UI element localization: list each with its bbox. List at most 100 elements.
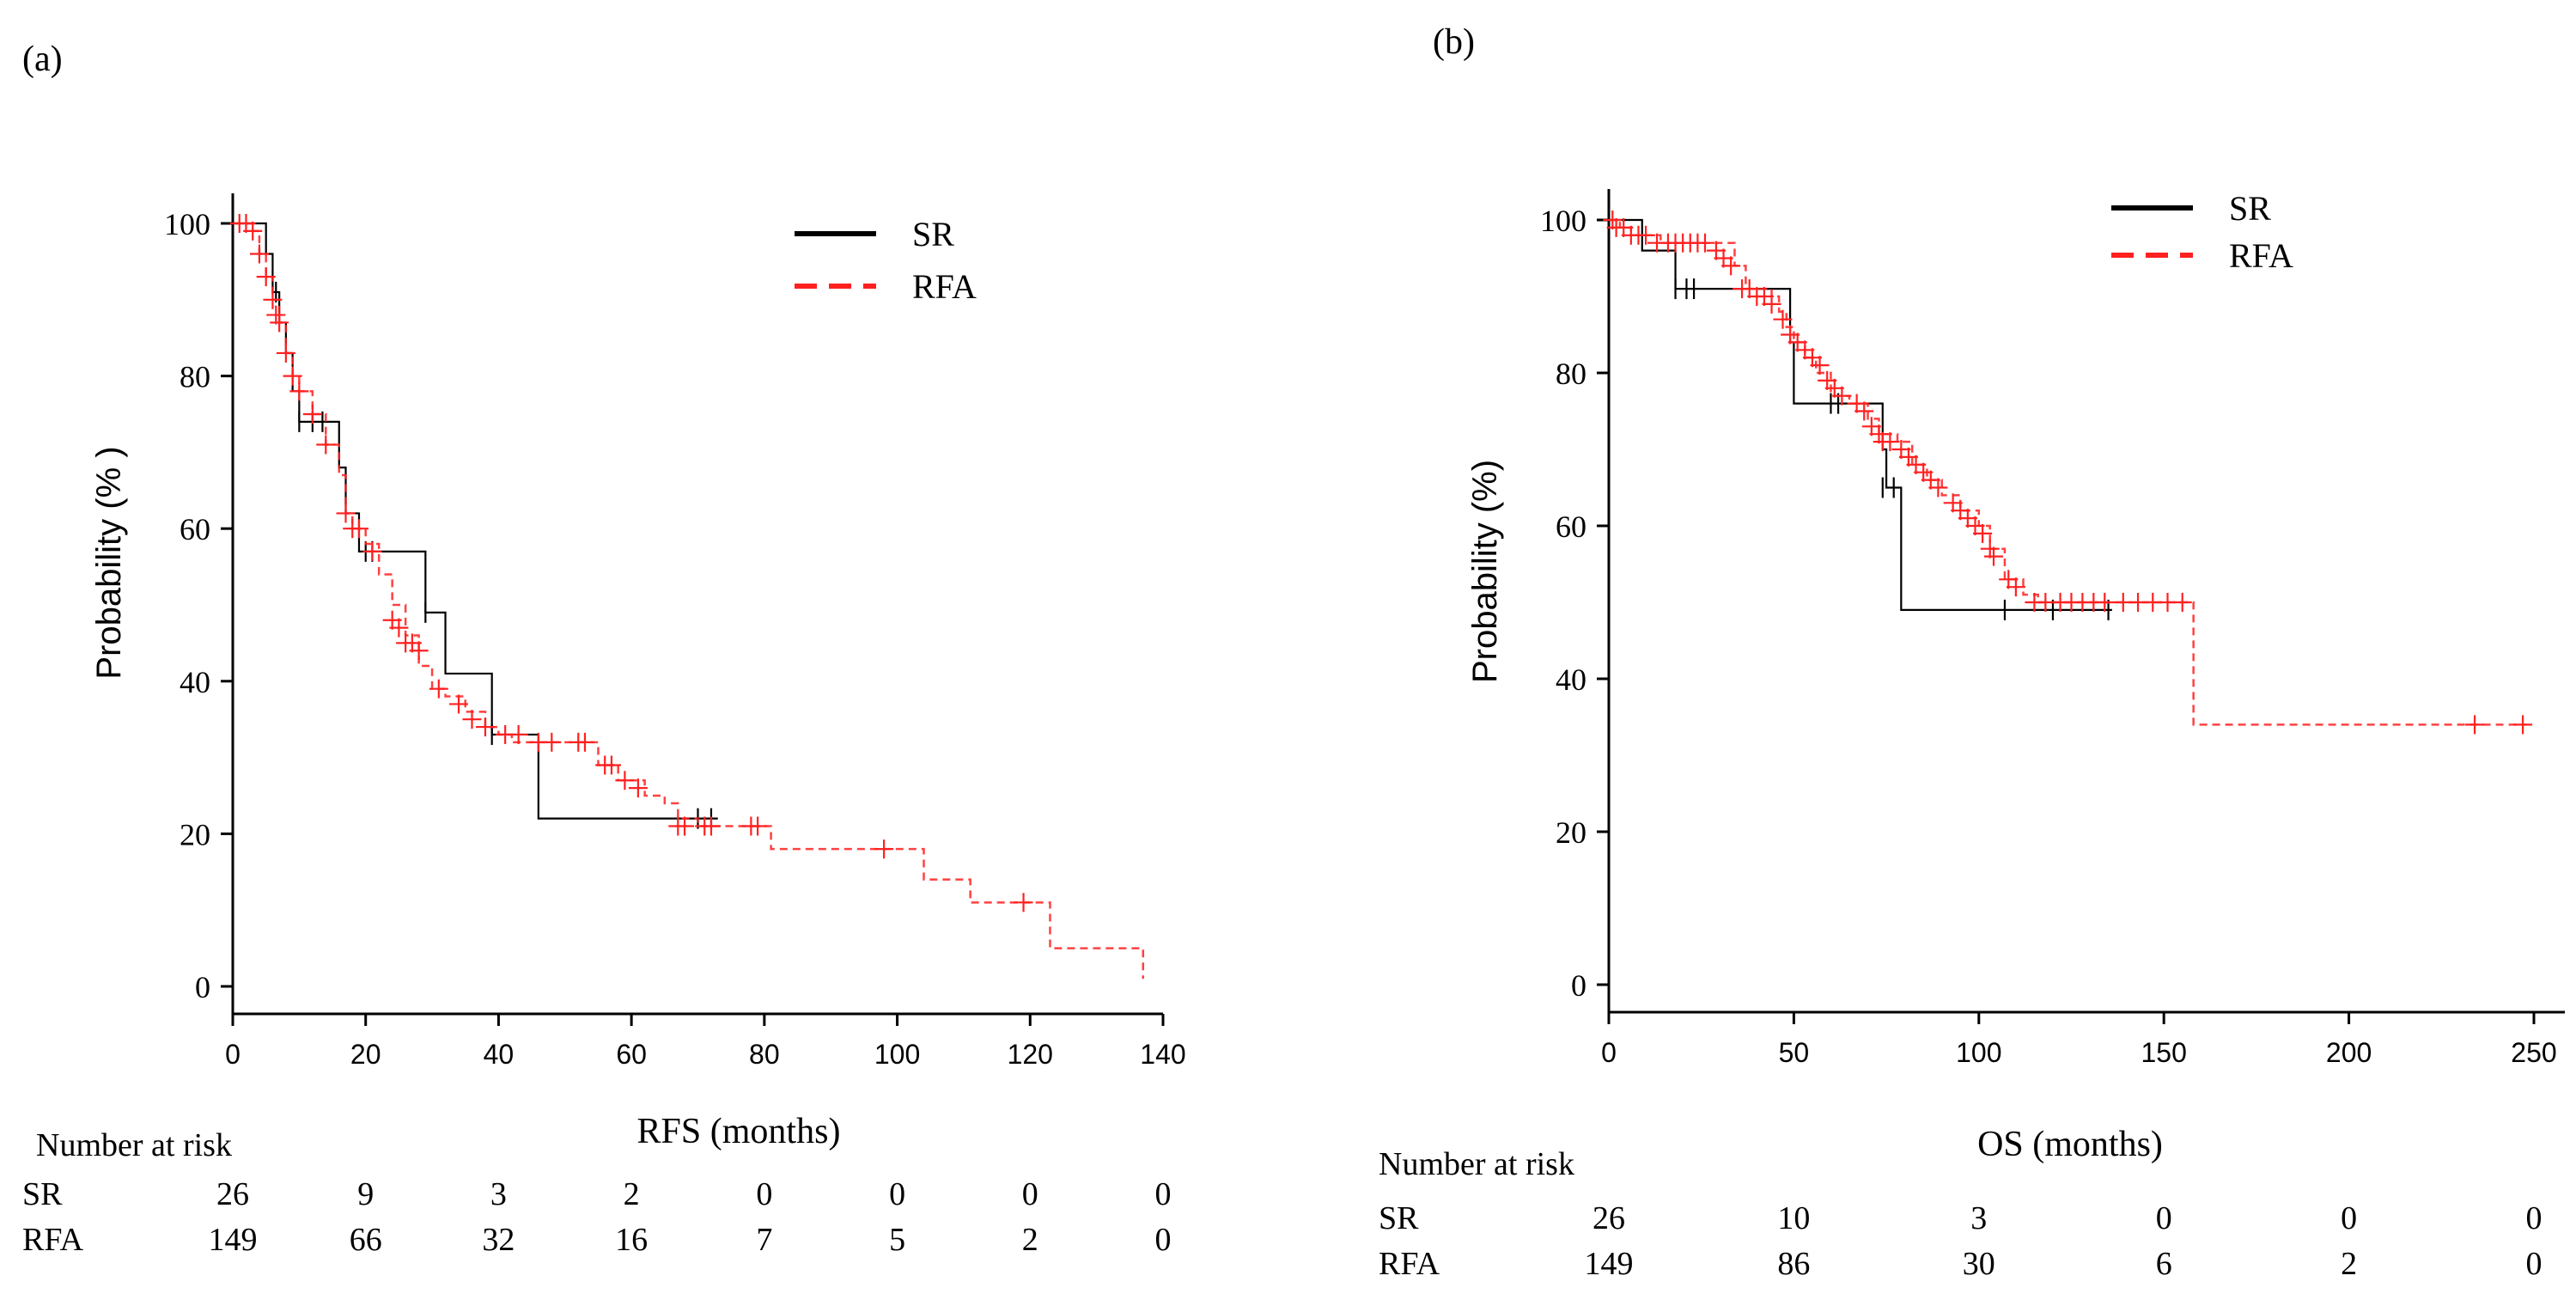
censor-mark-rfa (462, 710, 482, 729)
censor-mark-rfa (266, 305, 286, 325)
censor-mark-rfa (1824, 378, 1844, 398)
y-axis-label-b: Probability (%) (1466, 460, 1504, 683)
risk-table-title-a: Number at risk (36, 1127, 232, 1163)
censor-mark-rfa (1614, 217, 1634, 237)
censor-mark-rfa (1739, 279, 1759, 299)
censor-mark-rfa (1832, 386, 1852, 406)
censor-mark-rfa (1706, 241, 1726, 260)
censor-mark-rfa (1773, 309, 1793, 329)
censor-mark-rfa (263, 290, 283, 309)
censor-mark-rfa (409, 641, 429, 661)
risk-value-rfa: 30 (1963, 1246, 1995, 1282)
censor-mark-rfa (1810, 356, 1830, 375)
risk-row-label-sr-b: SR (1379, 1200, 1419, 1236)
x-tick-label: 120 (1008, 1039, 1053, 1070)
censor-mark-rfa (628, 778, 648, 798)
y-tick-label: 80 (180, 360, 210, 394)
censor-mark-rfa (429, 679, 448, 699)
risk-row-label-rfa-a: RFA (22, 1222, 84, 1258)
x-tick-label: 0 (1601, 1037, 1617, 1068)
censor-mark-rfa (1762, 294, 1781, 314)
censor-mark-rfa (283, 366, 302, 386)
risk-value-sr: 3 (1970, 1200, 1987, 1236)
y-tick-label: 60 (1556, 510, 1586, 544)
risk-value-sr: 3 (490, 1176, 507, 1212)
risk-value-sr: 2 (624, 1176, 640, 1212)
risk-value-rfa: 6 (2156, 1246, 2172, 1282)
risk-row-label-sr-a: SR (22, 1176, 63, 1212)
x-tick-label: 80 (749, 1039, 780, 1070)
risk-value-rfa: 16 (615, 1222, 648, 1258)
censor-mark-rfa (1914, 462, 1934, 482)
x-axis-label-b: OS (months) (1977, 1125, 2163, 1164)
censor-mark-rfa (243, 221, 263, 241)
legend-label-rfa-a: RFA (912, 267, 977, 306)
censor-mark-rfa (575, 732, 594, 752)
x-tick-label: 250 (2511, 1037, 2556, 1068)
risk-table-title-b: Number at risk (1379, 1146, 1574, 1182)
y-tick-label: 0 (1571, 968, 1586, 1003)
censor-mark-rfa (1891, 440, 1911, 459)
series-line-rfa (1609, 218, 2527, 726)
risk-value-rfa: 0 (2526, 1246, 2543, 1282)
censor-mark-rfa (1928, 478, 1948, 497)
legend-b: SR RFA (2111, 189, 2293, 275)
censor-mark-rfa (389, 618, 409, 638)
risk-value-sr: 0 (1155, 1176, 1172, 1212)
risk-value-rfa: 0 (1155, 1222, 1172, 1258)
censor-mark-rfa (1965, 516, 1985, 535)
legend-label-sr-b: SR (2229, 189, 2271, 228)
risk-value-rfa: 149 (1585, 1246, 1634, 1282)
censor-mark-rfa (1795, 340, 1815, 360)
censor-mark-rfa (1847, 394, 1867, 413)
censor-mark-rfa (1906, 455, 1926, 474)
risk-value-rfa: 149 (209, 1222, 258, 1258)
panel-label-b: (b) (1433, 22, 1475, 62)
risk-value-sr: 10 (1777, 1200, 1810, 1236)
series-line-sr (233, 222, 718, 820)
censor-mark-rfa (2095, 593, 2115, 612)
x-tick-label: 150 (2141, 1037, 2187, 1068)
x-tick-label: 140 (1140, 1039, 1185, 1070)
censor-mark-rfa (1818, 370, 1837, 390)
censor-mark-rfa (1973, 523, 1993, 543)
risk-value-sr: 0 (1022, 1176, 1038, 1212)
y-tick-label: 20 (180, 817, 210, 851)
censor-mark-rfa (1958, 509, 1977, 528)
censor-mark-rfa (270, 313, 289, 333)
risk-value-sr: 0 (2341, 1200, 2357, 1236)
x-tick-label: 200 (2326, 1037, 2372, 1068)
censor-mark-rfa (874, 839, 894, 859)
censor-mark-rfa (1984, 546, 2004, 566)
censor-mark-rfa (1869, 424, 1889, 444)
censor-mark-rfa (748, 816, 768, 836)
risk-row-label-rfa-b: RFA (1379, 1246, 1440, 1282)
risk-value-sr: 26 (1592, 1200, 1625, 1236)
panel-label-a: (a) (22, 40, 63, 79)
censor-mark-rfa (1603, 211, 1623, 229)
y-tick-label: 80 (1556, 357, 1586, 391)
x-tick-label: 50 (1779, 1037, 1810, 1068)
series-line-rfa (233, 222, 1145, 980)
x-axis-label-a: RFS (months) (637, 1112, 841, 1151)
censor-mark-rfa (1787, 333, 1807, 352)
censor-mark-rfa (289, 381, 309, 401)
risk-value-rfa: 86 (1777, 1246, 1810, 1282)
y-tick-label: 40 (180, 665, 210, 699)
y-tick-label: 60 (180, 512, 210, 546)
censor-mark-rfa (1754, 287, 1774, 306)
censor-mark-rfa (1951, 501, 1970, 521)
censor-mark-rfa (362, 541, 382, 561)
censor-mark-rfa (1854, 401, 1874, 421)
censor-mark-rfa (302, 405, 322, 424)
legend-a: SR RFA (795, 215, 977, 306)
risk-value-rfa: 5 (889, 1222, 905, 1258)
risk-value-rfa: 2 (2341, 1246, 2357, 1282)
censor-mark-rfa (1696, 233, 1715, 253)
censor-mark-rfa (256, 267, 276, 287)
censor-mark-rfa (1921, 470, 1940, 490)
censor-mark-rfa (2513, 715, 2533, 735)
